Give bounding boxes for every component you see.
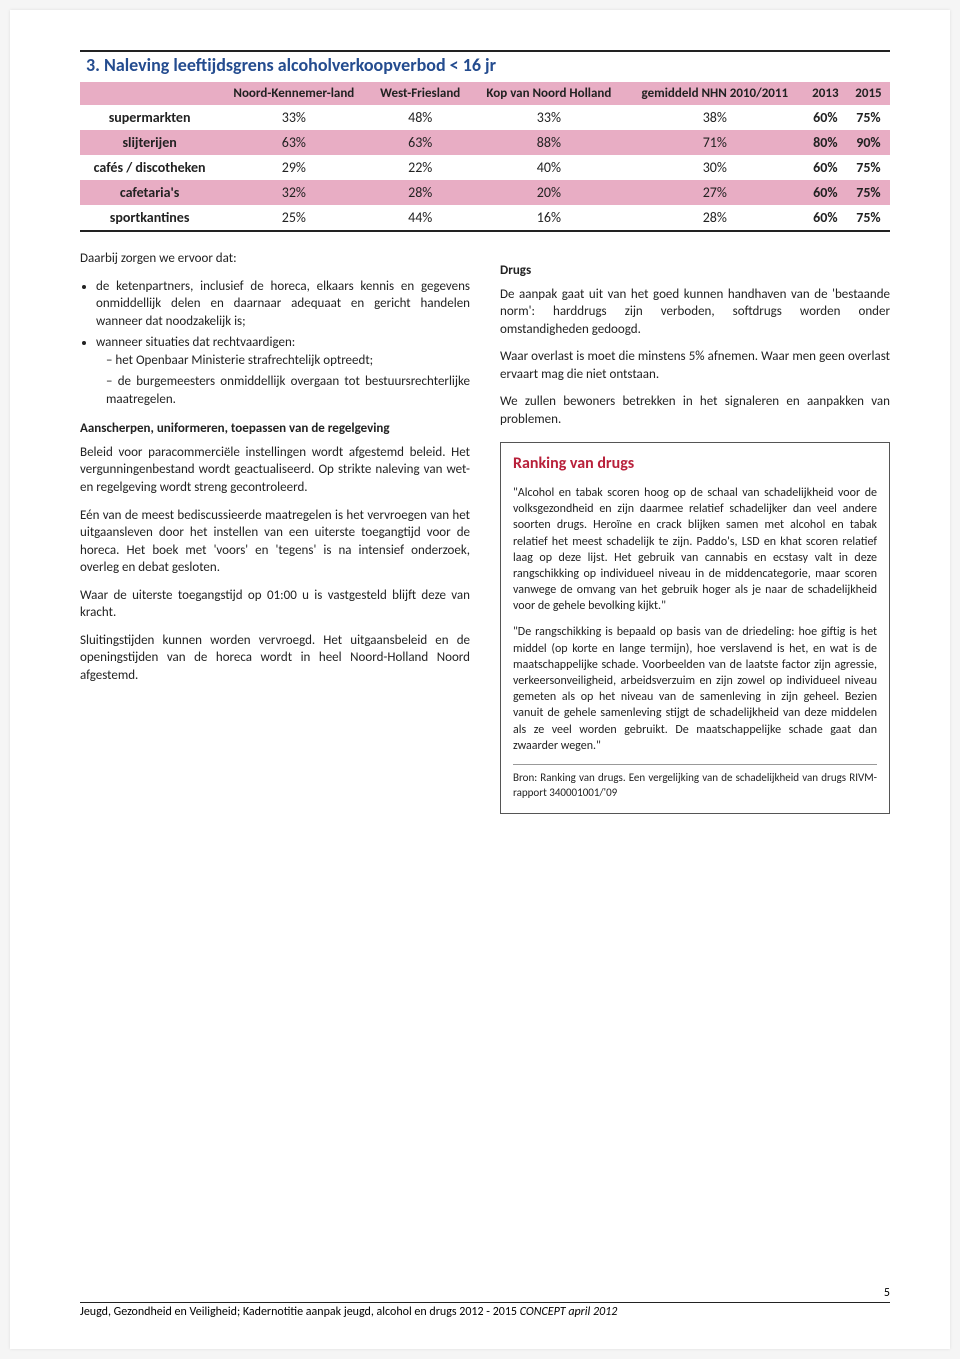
table-cell: 16% bbox=[472, 205, 626, 230]
bullet-1: de ketenpartners, inclusief de horeca, e… bbox=[96, 278, 470, 331]
left-p4: Sluitingstijden kunnen worden vervroegd.… bbox=[80, 632, 470, 685]
table-cell: 22% bbox=[368, 155, 472, 180]
table-cell: 80% bbox=[804, 130, 847, 155]
table-cell: 33% bbox=[219, 105, 368, 130]
section-title: 3. Naleving leeftijdsgrens alcoholverkoo… bbox=[80, 52, 890, 82]
left-p1: Beleid voor paracommerciële instellingen… bbox=[80, 444, 470, 497]
table-cell: 60% bbox=[804, 205, 847, 230]
row-label: cafés / discotheken bbox=[80, 155, 219, 180]
compliance-table: Noord-Kennemer-land West-Friesland Kop v… bbox=[80, 82, 890, 230]
table-cell: 63% bbox=[368, 130, 472, 155]
table-cell: 63% bbox=[219, 130, 368, 155]
left-intro: Daarbij zorgen we ervoor dat: bbox=[80, 250, 470, 268]
table-cell: 28% bbox=[626, 205, 804, 230]
row-label: slijterijen bbox=[80, 130, 219, 155]
footer-text: Jeugd, Gezondheid en Veiligheid; Kaderno… bbox=[80, 1302, 890, 1319]
left-p2: Eén van de meest bediscussieerde maatreg… bbox=[80, 507, 470, 577]
table-cell: 38% bbox=[626, 105, 804, 130]
footer-italic: CONCEPT april 2012 bbox=[520, 1305, 618, 1319]
ranking-title: Ranking van drugs bbox=[513, 453, 877, 475]
table-cell: 90% bbox=[847, 130, 890, 155]
nested-list: het Openbaar Ministerie strafrechtelijk … bbox=[96, 352, 470, 409]
left-subhead: Aanscherpen, uniformeren, toepassen van … bbox=[80, 420, 470, 438]
bullet-list: de ketenpartners, inclusief de horeca, e… bbox=[80, 278, 470, 409]
table-cell: 75% bbox=[847, 205, 890, 230]
table-cell: 75% bbox=[847, 155, 890, 180]
table-cell: 75% bbox=[847, 105, 890, 130]
table-cell: 40% bbox=[472, 155, 626, 180]
ranking-p1: "Alcohol en tabak scoren hoog op de scha… bbox=[513, 485, 877, 615]
table-cell: 48% bbox=[368, 105, 472, 130]
ranking-p2: "De rangschikking is bepaald op basis va… bbox=[513, 624, 877, 754]
left-column: Daarbij zorgen we ervoor dat: de ketenpa… bbox=[80, 250, 470, 814]
right-p1: De aanpak gaat uit van het goed kunnen h… bbox=[500, 286, 890, 339]
drugs-heading: Drugs bbox=[500, 262, 890, 280]
table-row: sportkantines25%44%16%28%60%75% bbox=[80, 205, 890, 230]
col-2013: 2013 bbox=[804, 82, 847, 105]
row-label: sportkantines bbox=[80, 205, 219, 230]
table-cell: 75% bbox=[847, 180, 890, 205]
table-cell: 71% bbox=[626, 130, 804, 155]
table-cell: 44% bbox=[368, 205, 472, 230]
col-wf: West-Friesland bbox=[368, 82, 472, 105]
col-2015: 2015 bbox=[847, 82, 890, 105]
table-cell: 29% bbox=[219, 155, 368, 180]
table-cell: 33% bbox=[472, 105, 626, 130]
table-cell: 30% bbox=[626, 155, 804, 180]
col-kvnh: Kop van Noord Holland bbox=[472, 82, 626, 105]
col-nkl: Noord-Kennemer-land bbox=[219, 82, 368, 105]
nested-1: het Openbaar Ministerie strafrechtelijk … bbox=[106, 352, 470, 370]
table-cell: 32% bbox=[219, 180, 368, 205]
rule-below-table bbox=[80, 230, 890, 232]
ranking-box: Ranking van drugs "Alcohol en tabak scor… bbox=[500, 442, 890, 813]
table-cell: 20% bbox=[472, 180, 626, 205]
row-label: supermarkten bbox=[80, 105, 219, 130]
table-row: cafetaria's32%28%20%27%60%75% bbox=[80, 180, 890, 205]
table-cell: 60% bbox=[804, 155, 847, 180]
two-column-body: Daarbij zorgen we ervoor dat: de ketenpa… bbox=[80, 250, 890, 814]
page-footer: 5 Jeugd, Gezondheid en Veiligheid; Kader… bbox=[80, 1286, 890, 1319]
nested-2: de burgemeesters onmiddellijk overgaan t… bbox=[106, 373, 470, 408]
table-row: slijterijen63%63%88%71%80%90% bbox=[80, 130, 890, 155]
right-p3: We zullen bewoners betrekken in het sign… bbox=[500, 393, 890, 428]
table-cell: 25% bbox=[219, 205, 368, 230]
bullet-2: wanneer situaties dat rechtvaardigen: he… bbox=[96, 334, 470, 408]
right-p2: Waar overlast is moet die minstens 5% af… bbox=[500, 348, 890, 383]
col-blank bbox=[80, 82, 219, 105]
table-header-row: Noord-Kennemer-land West-Friesland Kop v… bbox=[80, 82, 890, 105]
table-row: cafés / discotheken29%22%40%30%60%75% bbox=[80, 155, 890, 180]
table-cell: 88% bbox=[472, 130, 626, 155]
table-row: supermarkten33%48%33%38%60%75% bbox=[80, 105, 890, 130]
table-cell: 28% bbox=[368, 180, 472, 205]
left-p3: Waar de uiterste toegangstijd op 01:00 u… bbox=[80, 587, 470, 622]
right-column: Drugs De aanpak gaat uit van het goed ku… bbox=[500, 250, 890, 814]
bullet-2-text: wanneer situaties dat rechtvaardigen: bbox=[96, 335, 295, 350]
footer-plain: Jeugd, Gezondheid en Veiligheid; Kaderno… bbox=[80, 1305, 520, 1319]
col-avg: gemiddeld NHN 2010/2011 bbox=[626, 82, 804, 105]
table-cell: 60% bbox=[804, 180, 847, 205]
row-label: cafetaria's bbox=[80, 180, 219, 205]
table-cell: 27% bbox=[626, 180, 804, 205]
document-page: 3. Naleving leeftijdsgrens alcoholverkoo… bbox=[10, 10, 950, 1349]
page-number: 5 bbox=[80, 1286, 890, 1300]
table-cell: 60% bbox=[804, 105, 847, 130]
ranking-source: Bron: Ranking van drugs. Een vergelijkin… bbox=[513, 764, 877, 801]
